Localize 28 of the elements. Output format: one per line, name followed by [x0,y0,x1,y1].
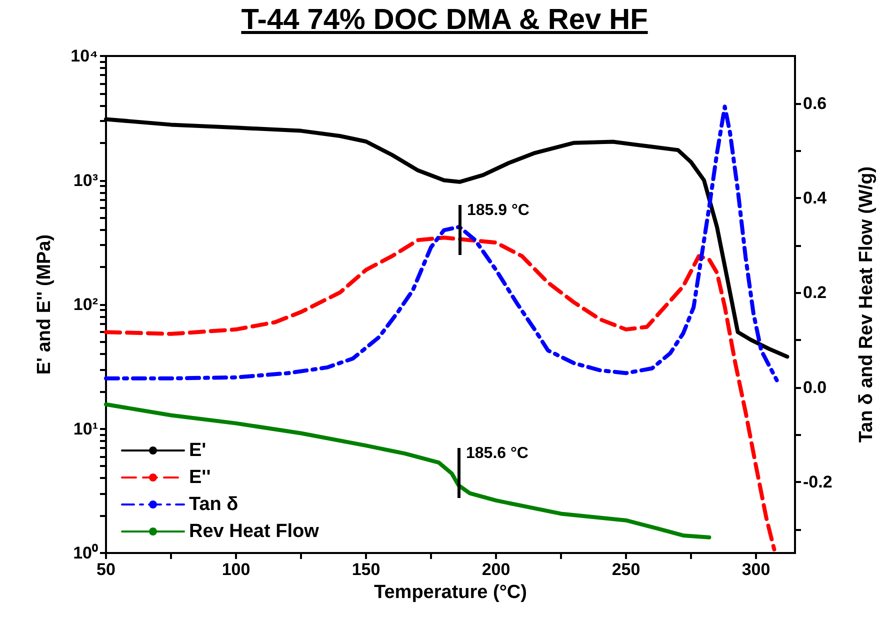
x-tick-label: 300 [742,560,770,579]
y2-tick-label: 0.2 [803,283,827,302]
annotation: 185.6 °C [466,445,528,463]
x-axis-title: Temperature (°C) [374,582,527,603]
y-tick-label: 10⁰ [73,544,98,562]
y2-axis-title: Tan δ and Rev Heat Flow (W/g) [856,166,877,443]
x-tick-label: 150 [352,560,380,579]
y2-tick-label: 0.6 [803,94,827,113]
y-tick-label: 10³ [73,170,98,190]
legend-label: E' [189,440,206,461]
x-tick-label: 100 [222,560,250,579]
y2-tick-label: 0.0 [803,378,827,397]
y2-tick-label: -0.2 [803,472,832,492]
legend-label: E'' [189,467,211,488]
line-series [104,236,776,552]
legend-label: Rev Heat Flow [189,521,320,542]
y-tick-label: 10⁴ [70,46,98,66]
x-tick-label: 50 [96,560,116,579]
y-tick-label: 10¹ [73,419,98,438]
y-axis-title: E' and E'' (MPa) [34,234,55,375]
line-series [104,402,712,540]
x-tick-label: 200 [482,560,510,579]
annotation: 185.9 °C [467,202,530,220]
x-tick-label: 250 [612,560,640,579]
y-tick-label: 10² [73,295,98,314]
legend-label: Tan δ [189,494,238,515]
chart-title: T-44 74% DOC DMA & Rev HF [240,4,649,37]
y2-tick-label: 0.4 [803,188,828,208]
